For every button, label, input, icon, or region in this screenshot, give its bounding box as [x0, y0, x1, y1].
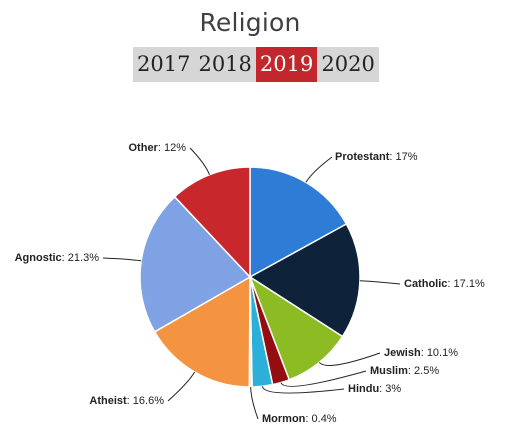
year-selector: 2017 2018 2019 2020 — [133, 47, 379, 82]
connector-hindu — [261, 386, 345, 394]
slice-label-value: 21.3% — [68, 252, 99, 264]
slice-label-separator: : — [305, 413, 311, 425]
slice-label-jewish: Jewish: 10.1% — [384, 347, 458, 359]
slice-label-name: Catholic — [404, 278, 447, 290]
slice-label-value: 16.6% — [133, 395, 164, 407]
slice-label-name: Protestant — [335, 151, 390, 163]
pie-slices — [139, 166, 361, 388]
slice-label-name: Atheist — [89, 395, 127, 407]
slice-label-name: Hindu — [348, 383, 379, 395]
slice-label-catholic: Catholic: 17.1% — [404, 278, 485, 290]
connector-protestant — [305, 156, 333, 183]
slice-label-value: 17% — [396, 151, 418, 163]
slice-label-separator: : — [62, 252, 68, 264]
slice-label-separator: : — [379, 383, 385, 395]
slice-label-mormon: Mormon: 0.4% — [262, 413, 337, 425]
label-connectors — [102, 147, 401, 420]
slice-label-hindu: Hindu: 3% — [348, 383, 401, 395]
slice-label-value: 0.4% — [312, 413, 337, 425]
slice-label-separator: : — [158, 142, 164, 154]
slice-label-atheist: Atheist: 16.6% — [89, 395, 164, 407]
connector-atheist — [167, 371, 196, 402]
slice-label-separator: : — [421, 347, 427, 359]
slice-label-name: Mormon — [262, 413, 306, 425]
slice-label-muslim: Muslim: 2.5% — [370, 365, 439, 377]
slice-label-value: 12% — [164, 142, 186, 154]
pie-slice-other[interactable] — [173, 166, 251, 278]
slice-label-value: 10.1% — [427, 347, 458, 359]
year-tab-2019[interactable]: 2019 — [255, 47, 318, 82]
slice-label-name: Agnostic — [15, 252, 62, 264]
slice-label-other: Other: 12% — [129, 142, 187, 154]
slice-label-agnostic: Agnostic: 21.3% — [15, 252, 100, 264]
slice-label-separator: : — [447, 278, 453, 290]
connector-other — [189, 147, 210, 175]
slice-label-value: 3% — [385, 383, 401, 395]
slice-label-separator: : — [127, 395, 133, 407]
pie-slice-agnostic[interactable] — [139, 196, 251, 333]
slice-label-name: Muslim — [370, 365, 408, 377]
connector-mormon — [250, 386, 259, 420]
connector-muslim — [280, 370, 367, 387]
slice-label-separator: : — [408, 365, 414, 377]
slice-label-value: 17.1% — [454, 278, 485, 290]
slice-label-value: 2.5% — [414, 365, 439, 377]
slice-label-separator: : — [389, 151, 395, 163]
year-tab-2020[interactable]: 2020 — [321, 52, 375, 76]
slice-label-name: Other — [129, 142, 159, 154]
connector-jewish — [318, 352, 381, 366]
pie-slice-protestant[interactable] — [249, 166, 348, 278]
year-tab-2018[interactable]: 2018 — [198, 52, 252, 76]
connector-agnostic — [102, 257, 142, 262]
slice-label-name: Jewish — [384, 347, 421, 359]
slice-labels: Protestant: 17% Catholic: 17.1% Jewish: 10… — [15, 142, 485, 425]
connector-catholic — [359, 280, 401, 285]
chart-title: Religion — [199, 8, 301, 37]
year-tab-2017[interactable]: 2017 — [137, 52, 191, 76]
slice-label-protestant: Protestant: 17% — [335, 151, 418, 163]
